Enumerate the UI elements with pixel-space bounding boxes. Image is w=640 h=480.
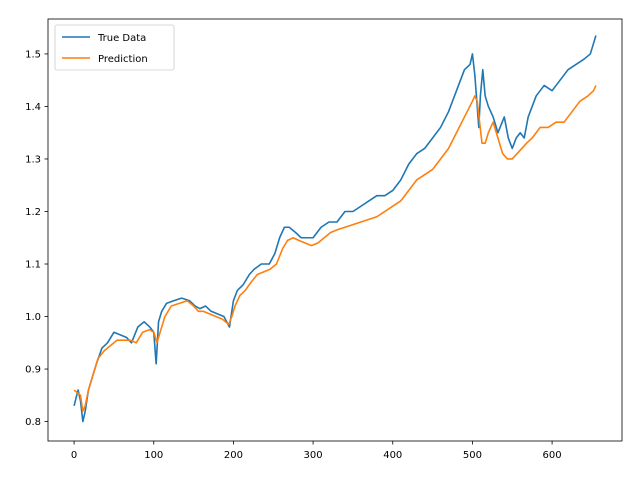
x-tick-label: 100 <box>144 450 163 461</box>
series-line-true-data <box>73 35 597 423</box>
series-layer <box>73 35 597 423</box>
x-tick-label: 300 <box>304 450 323 461</box>
x-tick-label: 200 <box>224 450 243 461</box>
y-tick-label: 1.5 <box>25 49 41 60</box>
x-tick-label: 400 <box>383 450 402 461</box>
ticks-layer: 0 100 200 300 400 500 600 0.8 0.9 1.0 1.1 1.2 1.3 1.4… <box>25 49 562 461</box>
y-tick-label: 0.8 <box>25 417 41 428</box>
series-line-prediction <box>73 85 597 412</box>
y-tick-label: 1.3 <box>25 154 41 165</box>
y-tick-label: 1.2 <box>25 207 41 218</box>
x-tick-label: 500 <box>463 450 482 461</box>
y-tick-label: 1.4 <box>25 102 41 113</box>
legend: True Data Prediction <box>54 24 175 71</box>
y-tick-label: 0.9 <box>25 365 41 376</box>
legend-label-true-data: True Data <box>97 33 146 44</box>
plot-frame <box>47 18 623 442</box>
legend-label-prediction: Prediction <box>98 54 148 65</box>
y-tick-label: 1.0 <box>25 312 41 323</box>
y-tick-label: 1.1 <box>25 260 41 271</box>
x-tick-label: 0 <box>71 450 77 461</box>
x-tick-label: 600 <box>543 450 562 461</box>
